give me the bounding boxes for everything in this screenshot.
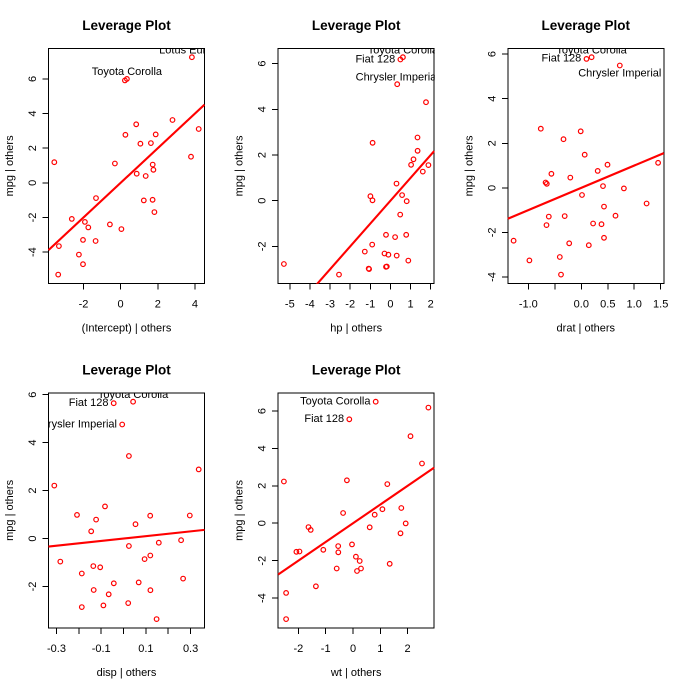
svg-text:-4: -4 xyxy=(486,272,498,282)
svg-text:0.1: 0.1 xyxy=(138,643,153,655)
svg-text:1.5: 1.5 xyxy=(653,298,668,310)
svg-text:Fiat 128: Fiat 128 xyxy=(69,397,109,409)
svg-text:-5: -5 xyxy=(285,298,295,310)
svg-text:0: 0 xyxy=(27,535,39,541)
svg-text:-1.0: -1.0 xyxy=(519,298,538,310)
svg-text:Toyota Corolla: Toyota Corolla xyxy=(98,389,169,401)
svg-text:-4: -4 xyxy=(257,593,269,603)
svg-text:-2: -2 xyxy=(345,298,355,310)
svg-text:0: 0 xyxy=(350,643,356,655)
svg-text:4: 4 xyxy=(27,440,39,446)
svg-text:1: 1 xyxy=(408,298,414,310)
svg-text:-0.1: -0.1 xyxy=(92,643,111,655)
svg-text:2: 2 xyxy=(27,145,39,151)
svg-text:-3: -3 xyxy=(325,298,335,310)
svg-text:4: 4 xyxy=(257,106,269,112)
svg-text:disp | others: disp | others xyxy=(97,667,157,679)
svg-text:2: 2 xyxy=(27,488,39,494)
svg-text:2: 2 xyxy=(428,298,434,310)
svg-text:0: 0 xyxy=(118,298,124,310)
svg-text:6: 6 xyxy=(257,61,269,67)
svg-text:4: 4 xyxy=(27,111,39,117)
svg-text:-4: -4 xyxy=(27,247,39,257)
svg-text:2: 2 xyxy=(486,140,498,146)
svg-text:Toyota Corolla: Toyota Corolla xyxy=(300,396,371,408)
svg-text:Leverage Plot: Leverage Plot xyxy=(82,363,171,378)
svg-text:6: 6 xyxy=(27,392,39,398)
svg-text:1.0: 1.0 xyxy=(627,298,642,310)
svg-text:2: 2 xyxy=(155,298,161,310)
svg-text:-2: -2 xyxy=(486,228,498,238)
svg-text:2: 2 xyxy=(405,643,411,655)
svg-text:Leverage Plot: Leverage Plot xyxy=(82,18,171,33)
svg-text:Fiat 128: Fiat 128 xyxy=(304,413,344,425)
svg-text:drat | others: drat | others xyxy=(557,322,616,334)
svg-text:0: 0 xyxy=(486,185,498,191)
svg-text:wt | others: wt | others xyxy=(330,667,382,679)
svg-text:mpg | others: mpg | others xyxy=(463,135,475,196)
svg-text:0: 0 xyxy=(27,180,39,186)
svg-text:Chrysler Imperial: Chrysler Imperial xyxy=(578,68,661,80)
svg-text:-4: -4 xyxy=(305,298,315,310)
svg-text:Toyota Corolla: Toyota Corolla xyxy=(368,45,439,57)
svg-text:-2: -2 xyxy=(27,213,39,223)
svg-text:-0.3: -0.3 xyxy=(47,643,66,655)
svg-text:0: 0 xyxy=(257,198,269,204)
svg-text:Leverage Plot: Leverage Plot xyxy=(312,363,401,378)
svg-text:mpg | others: mpg | others xyxy=(234,135,246,196)
svg-text:4: 4 xyxy=(486,96,498,102)
svg-text:6: 6 xyxy=(486,51,498,57)
svg-text:-2: -2 xyxy=(79,298,89,310)
svg-text:2: 2 xyxy=(257,152,269,158)
svg-text:0: 0 xyxy=(257,520,269,526)
svg-text:0: 0 xyxy=(387,298,393,310)
svg-text:2: 2 xyxy=(257,483,269,489)
svg-text:Chrysler Imperial: Chrysler Imperial xyxy=(356,72,439,84)
svg-text:Leverage Plot: Leverage Plot xyxy=(312,18,401,33)
svg-text:0.3: 0.3 xyxy=(183,643,198,655)
svg-text:0.5: 0.5 xyxy=(600,298,615,310)
svg-text:4: 4 xyxy=(257,445,269,451)
svg-text:6: 6 xyxy=(27,76,39,82)
svg-text:-2: -2 xyxy=(27,582,39,592)
svg-text:Fiat 128: Fiat 128 xyxy=(355,53,395,65)
svg-text:Fiat 128: Fiat 128 xyxy=(542,53,582,65)
svg-text:0.0: 0.0 xyxy=(574,298,589,310)
svg-text:mpg | others: mpg | others xyxy=(4,479,16,540)
svg-text:mpg | others: mpg | others xyxy=(234,479,246,540)
svg-text:1: 1 xyxy=(377,643,383,655)
svg-text:hp | others: hp | others xyxy=(330,322,382,334)
svg-text:-1: -1 xyxy=(321,643,331,655)
svg-text:Chrysler Imperial: Chrysler Imperial xyxy=(34,418,117,430)
svg-text:-1: -1 xyxy=(365,298,375,310)
svg-text:Toyota Corolla: Toyota Corolla xyxy=(92,66,163,78)
svg-text:4: 4 xyxy=(192,298,198,310)
svg-text:-2: -2 xyxy=(257,556,269,566)
svg-text:-2: -2 xyxy=(257,242,269,252)
svg-text:-2: -2 xyxy=(294,643,304,655)
svg-text:(Intercept) | others: (Intercept) | others xyxy=(82,322,172,334)
svg-text:Lotus Europa: Lotus Europa xyxy=(159,45,225,57)
svg-text:Leverage Plot: Leverage Plot xyxy=(542,18,631,33)
svg-text:Toyota Corolla: Toyota Corolla xyxy=(556,45,627,57)
svg-text:mpg | others: mpg | others xyxy=(4,135,16,196)
svg-text:6: 6 xyxy=(257,408,269,414)
